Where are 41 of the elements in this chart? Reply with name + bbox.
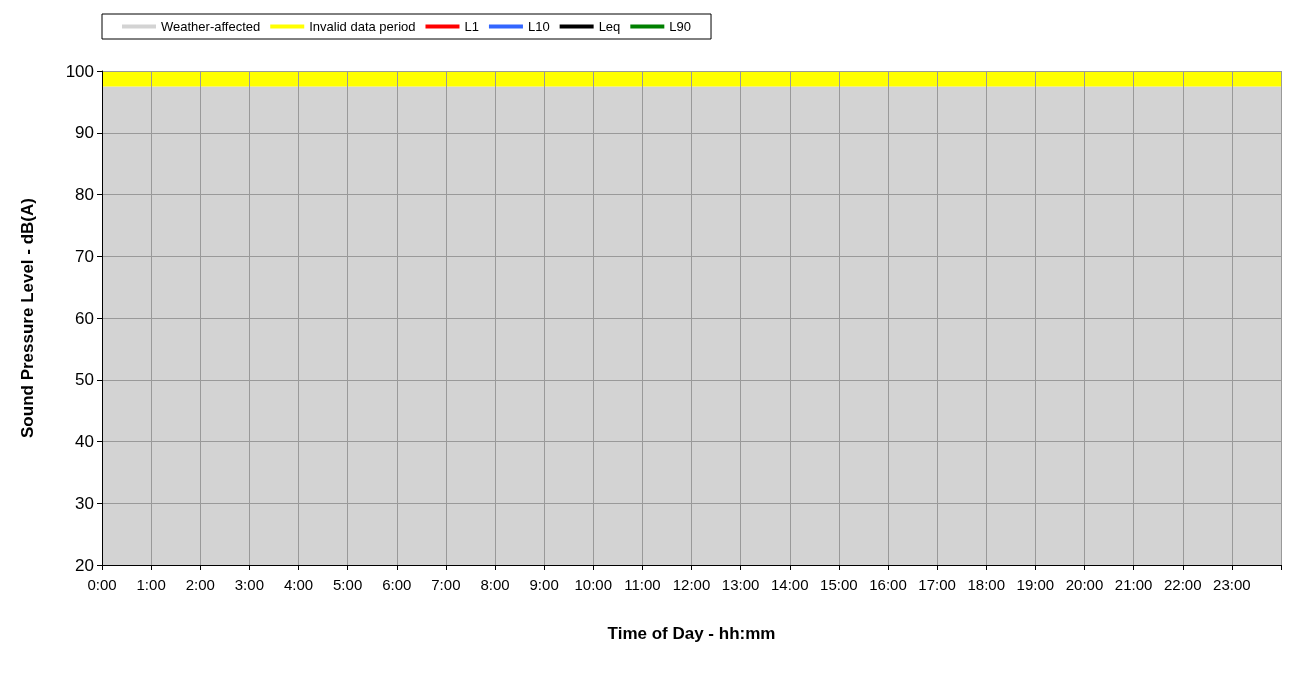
y-tick-label: 90 <box>75 123 94 143</box>
x-tick-label: 4:00 <box>283 576 314 593</box>
x-tick-label: 18:00 <box>967 576 1006 593</box>
y-tick-label: 70 <box>75 246 94 266</box>
legend-label: L1 <box>464 19 479 34</box>
x-tick-label: 10:00 <box>574 576 613 593</box>
x-tick-label: 5:00 <box>333 576 363 593</box>
x-tick-label: 14:00 <box>770 576 809 593</box>
x-tick-label: 13:00 <box>721 576 760 593</box>
x-tick-label: 0:00 <box>87 576 117 593</box>
x-tick-label: 22:00 <box>1163 576 1202 593</box>
y-tick-label: 100 <box>65 61 94 81</box>
y-tick-label: 50 <box>75 370 94 390</box>
x-tick-label: 20:00 <box>1065 576 1104 593</box>
legend-label: Weather-affected <box>161 19 261 34</box>
x-axis-title: Time of Day - hh:mm <box>607 624 776 643</box>
legend-label: L90 <box>669 19 692 34</box>
x-tick-label: 1:00 <box>136 576 166 593</box>
y-tick-label: 20 <box>75 555 94 575</box>
y-tick-label: 30 <box>75 493 94 513</box>
x-tick-label: 21:00 <box>1114 576 1153 593</box>
x-tick-label: 15:00 <box>820 576 858 593</box>
x-tick-label: 16:00 <box>869 576 907 593</box>
y-tick-label: 40 <box>75 432 94 451</box>
x-tick-label: 17:00 <box>918 576 956 593</box>
y-tick-label: 60 <box>75 308 94 328</box>
x-tick-label: 7:00 <box>431 576 461 593</box>
x-tick-label: 2:00 <box>185 576 215 593</box>
x-tick-label: 12:00 <box>672 576 711 593</box>
x-tick-label: 8:00 <box>480 576 510 593</box>
x-tick-label: 11:00 <box>624 576 661 593</box>
legend-label: Leq <box>598 19 621 34</box>
y-axis-title: Sound Pressure Level - dB(A) <box>18 198 37 438</box>
legend-label: L10 <box>527 19 550 34</box>
legend-label: Invalid data period <box>309 19 416 34</box>
x-tick-label: 9:00 <box>529 576 559 593</box>
x-tick-label: 23:00 <box>1213 576 1251 593</box>
x-tick-label: 6:00 <box>382 576 412 593</box>
y-tick-label: 80 <box>75 185 94 204</box>
x-tick-label: 3:00 <box>234 576 264 593</box>
x-tick-label: 19:00 <box>1016 576 1055 593</box>
